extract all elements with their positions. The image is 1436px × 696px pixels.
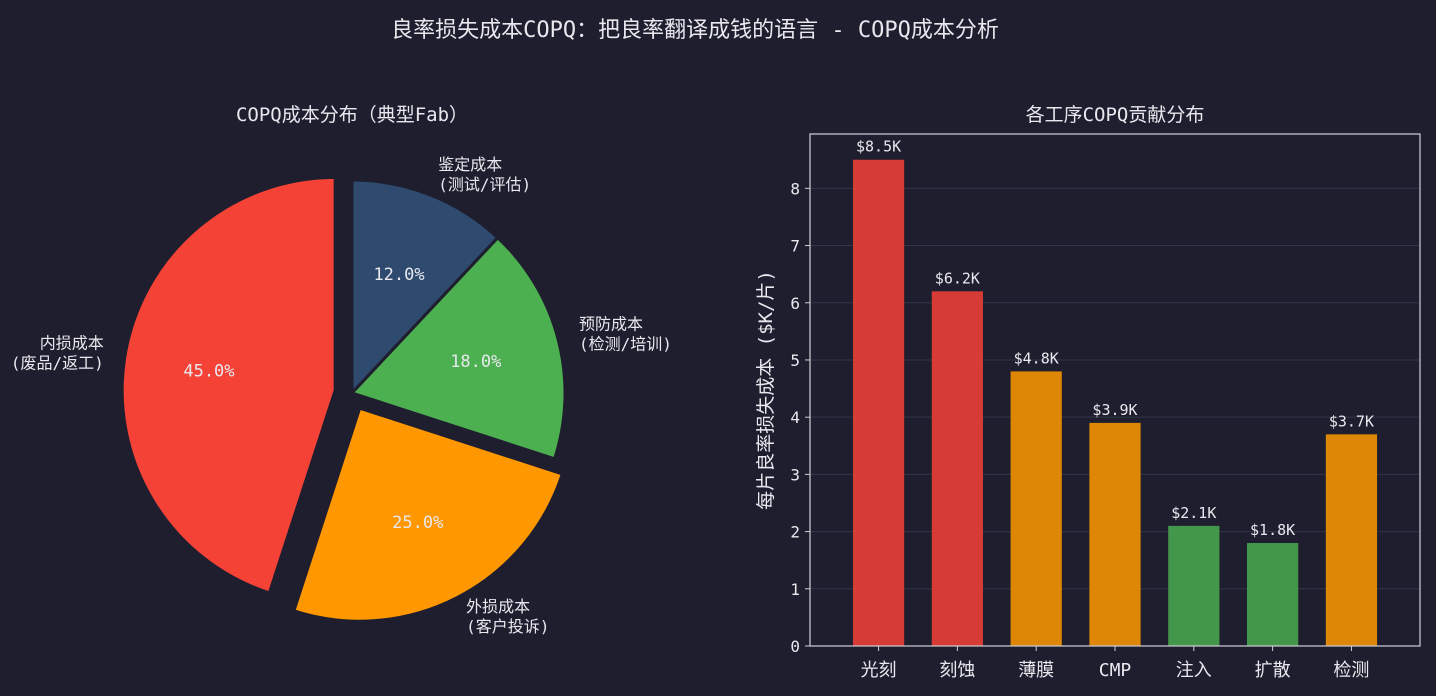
x-tick-label: 注入 bbox=[1176, 660, 1212, 681]
pie-slice-percent: 18.0% bbox=[450, 352, 501, 372]
y-tick-label: 3 bbox=[790, 465, 800, 484]
bar-value-label: $2.1K bbox=[1171, 504, 1216, 522]
x-tick-label: CMP bbox=[1099, 660, 1132, 681]
pie-slice-label-line2: (测试/评估) bbox=[438, 175, 531, 194]
x-tick-label: 刻蚀 bbox=[939, 660, 975, 681]
bar-chart: $8.5K 光刻 $6.2K 刻蚀 $4.8K 薄膜 $3.9K CMP $2.1K 注入 $1.8… bbox=[755, 133, 1421, 681]
pie-slice-percent: 45.0% bbox=[183, 361, 234, 381]
bar bbox=[1010, 371, 1062, 646]
pie-slice bbox=[349, 235, 567, 461]
pie-slice bbox=[292, 406, 565, 623]
bar-chart-title: 各工序COPQ贡献分布 bbox=[1026, 104, 1205, 126]
pie-slice-percent: 12.0% bbox=[373, 265, 424, 285]
y-tick-label: 2 bbox=[790, 523, 800, 542]
bar bbox=[1168, 525, 1220, 646]
bar-value-label: $3.9K bbox=[1092, 401, 1137, 419]
figure-title: 良率损失成本COPQ：把良率翻译成钱的语言 - COPQ成本分析 bbox=[391, 18, 999, 43]
pie-slice-label-line2: (检测/培训) bbox=[579, 335, 672, 354]
x-tick-label: 光刻 bbox=[861, 660, 897, 681]
pie-slice-label: 内损成本(废品/返工) bbox=[11, 334, 104, 373]
bar bbox=[1089, 422, 1141, 646]
bar bbox=[1247, 543, 1299, 646]
pie-slice-label: 预防成本(检测/培训) bbox=[579, 315, 672, 354]
bar-value-label: $1.8K bbox=[1250, 521, 1295, 539]
y-tick-label: 0 bbox=[790, 637, 800, 656]
pie-slice-percent: 25.0% bbox=[392, 513, 443, 533]
y-tick-label: 7 bbox=[790, 237, 800, 256]
pie-slice bbox=[120, 175, 337, 595]
pie-slice-label-line1: 外损成本 bbox=[466, 597, 530, 616]
pie-slice bbox=[350, 178, 500, 397]
pie-slice-label-line1: 内损成本 bbox=[40, 334, 104, 353]
bar bbox=[852, 159, 905, 646]
pie-slice-label-line2: (废品/返工) bbox=[11, 354, 104, 373]
x-tick-label: 扩散 bbox=[1255, 660, 1291, 681]
y-tick-label: 6 bbox=[790, 294, 800, 313]
x-tick-label: 检测 bbox=[1333, 660, 1369, 681]
pie-slice-label-line1: 鉴定成本 bbox=[438, 155, 502, 174]
y-tick-label: 5 bbox=[790, 351, 800, 370]
y-tick-label: 4 bbox=[790, 408, 800, 427]
bar-value-label: $8.5K bbox=[856, 138, 901, 156]
x-tick-label: 薄膜 bbox=[1018, 660, 1054, 681]
bar-chart-frame bbox=[809, 133, 1421, 647]
y-tick-label: 1 bbox=[790, 580, 800, 599]
bar-value-label: $6.2K bbox=[935, 269, 980, 287]
bar-value-label: $4.8K bbox=[1014, 349, 1059, 367]
bar-value-label: $3.7K bbox=[1329, 412, 1374, 430]
bar bbox=[1325, 434, 1378, 646]
pie-slice-label: 外损成本(客户投诉) bbox=[466, 597, 549, 636]
bar bbox=[931, 291, 983, 646]
y-tick-label: 8 bbox=[790, 179, 800, 198]
pie-chart-title: COPQ成本分布（典型Fab） bbox=[236, 104, 468, 126]
y-axis-label: 每片良率损失成本 ($K/片) bbox=[755, 270, 777, 510]
pie-slice-label-line2: (客户投诉) bbox=[466, 617, 549, 636]
pie-slice-label-line1: 预防成本 bbox=[579, 315, 643, 334]
pie-chart: 12.0% 鉴定成本(测试/评估) 18.0% 预防成本(检测/培训) 25.0% 外损成… bbox=[11, 155, 672, 636]
pie-slice-label: 鉴定成本(测试/评估) bbox=[438, 155, 531, 194]
